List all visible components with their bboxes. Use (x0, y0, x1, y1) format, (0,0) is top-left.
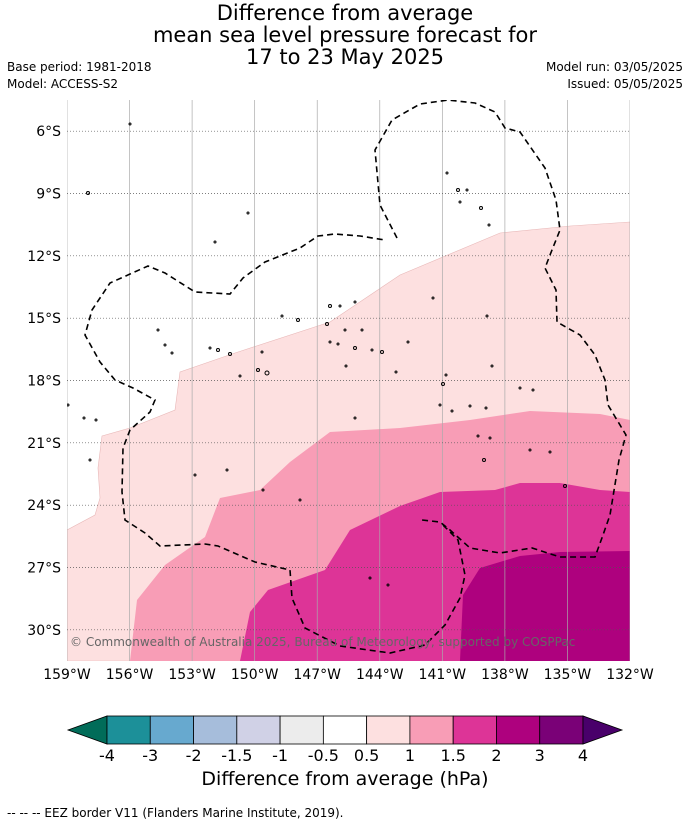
longitude-label: 144°W (356, 667, 404, 683)
latitude-label: 6°S (36, 124, 61, 140)
colorbar-tick-label: 0.5 (354, 746, 379, 765)
chart-title: Difference from average mean sea level p… (0, 2, 690, 68)
colorbar-swatch (496, 715, 541, 745)
latitude-label: 15°S (27, 311, 61, 327)
colorbar-swatch (539, 715, 584, 745)
colorbar-tick-label: 3 (535, 746, 545, 765)
latitude-label: 27°S (27, 561, 61, 577)
colorbar-tick-label: 1 (405, 746, 415, 765)
latitude-label: 21°S (27, 436, 61, 452)
meta-left: Base period: 1981-2018 Model: ACCESS-S2 (7, 59, 152, 93)
colorbar-under-arrow (66, 715, 108, 745)
colorbar-swatch (236, 715, 281, 745)
forecast-map: © Commonwealth of Australia 2025, Bureau… (27, 100, 654, 765)
colorbar-tick-label: -0.5 (308, 746, 339, 765)
latitude-label: 30°S (27, 623, 61, 639)
longitude-label: 147°W (293, 667, 341, 683)
map-plot-area: © Commonwealth of Australia 2025, Bureau… (67, 100, 630, 661)
longitude-label: 141°W (419, 667, 467, 683)
colorbar-over-arrow (582, 715, 624, 745)
colorbar-tick-label: -4 (99, 746, 115, 765)
title-line-2: mean sea level pressure forecast for (152, 23, 538, 47)
colorbar-swatch (149, 715, 194, 745)
colorbar: -4 -3 -2 -1.5 -1 -0.5 0.5 1 1.5 2 3 4 (66, 715, 624, 765)
meta-right: Model run: 03/05/2025 Issued: 05/05/2025 (546, 59, 683, 93)
colorbar-tick-label: 2 (491, 746, 501, 765)
title-line-1: Difference from average (216, 1, 474, 25)
latitude-label: 9°S (36, 187, 61, 203)
footnote: -- -- -- EEZ border V11 (Flanders Marine… (7, 806, 344, 820)
colorbar-tick-label: -1 (272, 746, 288, 765)
colorbar-swatch (322, 715, 368, 745)
colorbar-swatch (452, 715, 497, 745)
eez-border (84, 100, 627, 654)
latitude-label: 18°S (27, 374, 61, 390)
latitude-labels: 6°S 9°S 12°S 15°S 18°S 21°S 24°S 27°S 30°S (27, 124, 61, 639)
longitude-label: 135°W (544, 667, 592, 683)
title-line-3: 17 to 23 May 2025 (245, 45, 445, 69)
longitude-label: 153°W (168, 667, 216, 683)
anomaly-fill-2-to-3 (460, 551, 630, 661)
longitude-label: 150°W (231, 667, 279, 683)
colorbar-title: Difference from average (hPa) (201, 768, 489, 790)
colorbar-tick-label: -1.5 (221, 746, 252, 765)
latitude-label: 24°S (27, 498, 61, 514)
latitude-label: 12°S (27, 249, 61, 265)
model-run: Model run: 03/05/2025 (545, 60, 683, 74)
colorbar-tick-label: -2 (186, 746, 202, 765)
islands (67, 122, 567, 587)
longitude-label: 138°W (481, 667, 529, 683)
issued-date: Issued: 05/05/2025 (567, 77, 683, 91)
copyright-text: © Commonwealth of Australia 2025, Bureau… (70, 635, 575, 649)
graticule (67, 100, 630, 661)
colorbar-swatch (193, 715, 238, 745)
colorbar-swatch (106, 715, 151, 745)
longitude-label: 132°W (606, 667, 654, 683)
colorbar-tick-label: -3 (142, 746, 158, 765)
colorbar-swatch (409, 715, 454, 745)
colorbar-tick-label: 1.5 (440, 746, 465, 765)
model-name: Model: ACCESS-S2 (7, 77, 119, 91)
colorbar-swatch (279, 715, 324, 745)
longitude-label: 156°W (106, 667, 154, 683)
base-period: Base period: 1981-2018 (7, 60, 152, 74)
longitude-label: 159°W (43, 667, 91, 683)
longitude-labels: 159°W 156°W 153°W 150°W 147°W 144°W 141°W 138°W… (43, 667, 654, 683)
colorbar-swatch (366, 715, 411, 745)
colorbar-tick-label: 4 (578, 746, 588, 765)
